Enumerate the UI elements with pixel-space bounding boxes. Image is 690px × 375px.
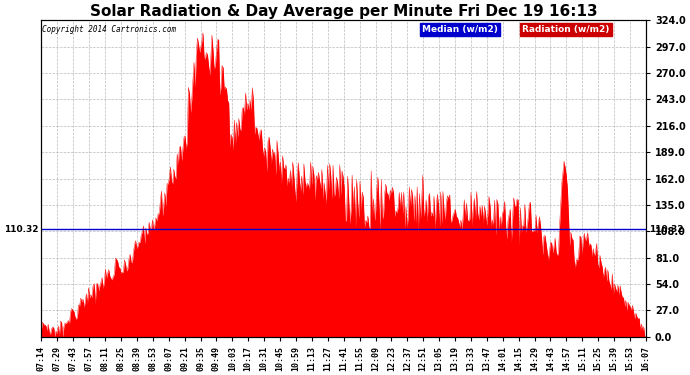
Text: 110.32: 110.32 — [649, 225, 683, 234]
Text: 110.32: 110.32 — [4, 225, 39, 234]
Text: Copyright 2014 Cartronics.com: Copyright 2014 Cartronics.com — [42, 25, 176, 34]
Text: Radiation (w/m2): Radiation (w/m2) — [522, 25, 609, 34]
Text: Median (w/m2): Median (w/m2) — [422, 25, 498, 34]
Title: Solar Radiation & Day Average per Minute Fri Dec 19 16:13: Solar Radiation & Day Average per Minute… — [90, 4, 598, 19]
